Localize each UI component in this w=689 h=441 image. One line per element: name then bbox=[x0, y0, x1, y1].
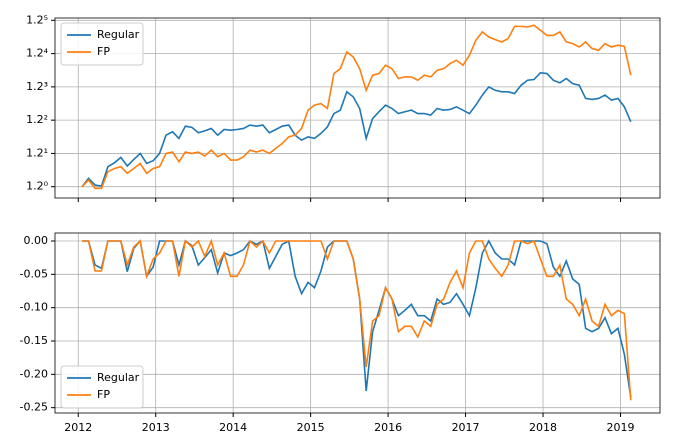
y-tick-label: 1.2³ bbox=[26, 80, 48, 93]
y-tick-label: -0.15 bbox=[20, 334, 48, 347]
x-tick-label: 2017 bbox=[452, 421, 480, 434]
series-line bbox=[81, 72, 632, 188]
y-tick-label: 1.2¹ bbox=[26, 146, 48, 159]
x-tick-label: 2019 bbox=[606, 421, 634, 434]
y-tick-label: 1.2² bbox=[26, 113, 48, 126]
plot-frame bbox=[54, 232, 661, 414]
x-tick-label: 2016 bbox=[374, 421, 402, 434]
y-tick-label: -0.25 bbox=[20, 401, 48, 414]
x-tick-label: 2015 bbox=[297, 421, 325, 434]
series-line bbox=[82, 238, 632, 401]
legend-label: FP bbox=[97, 45, 110, 58]
y-tick-label: 1.2⁰ bbox=[26, 180, 48, 193]
legend: Regular FP bbox=[60, 22, 144, 66]
x-tick-label: 2012 bbox=[64, 421, 92, 434]
y-tick-label: -0.20 bbox=[20, 367, 48, 380]
plot-frame bbox=[54, 17, 661, 199]
y-tick-label: -0.05 bbox=[20, 267, 48, 280]
legend-box bbox=[60, 365, 144, 409]
y-tick-label: 0.00 bbox=[24, 234, 49, 247]
y-tick-label: 1.2⁵ bbox=[26, 13, 48, 26]
legend-label: FP bbox=[97, 388, 110, 401]
legend: Regular FP bbox=[60, 365, 144, 409]
x-tick-label: 2013 bbox=[142, 421, 170, 434]
y-tick-label: 1.2⁴ bbox=[26, 47, 48, 60]
legend-label: Regular bbox=[97, 28, 140, 41]
x-tick-label: 2014 bbox=[219, 421, 247, 434]
x-tick-label: 2018 bbox=[529, 421, 557, 434]
y-tick-label: -0.10 bbox=[20, 301, 48, 314]
series-line bbox=[81, 24, 632, 190]
legend-box bbox=[60, 22, 144, 66]
legend-label: Regular bbox=[97, 371, 140, 384]
